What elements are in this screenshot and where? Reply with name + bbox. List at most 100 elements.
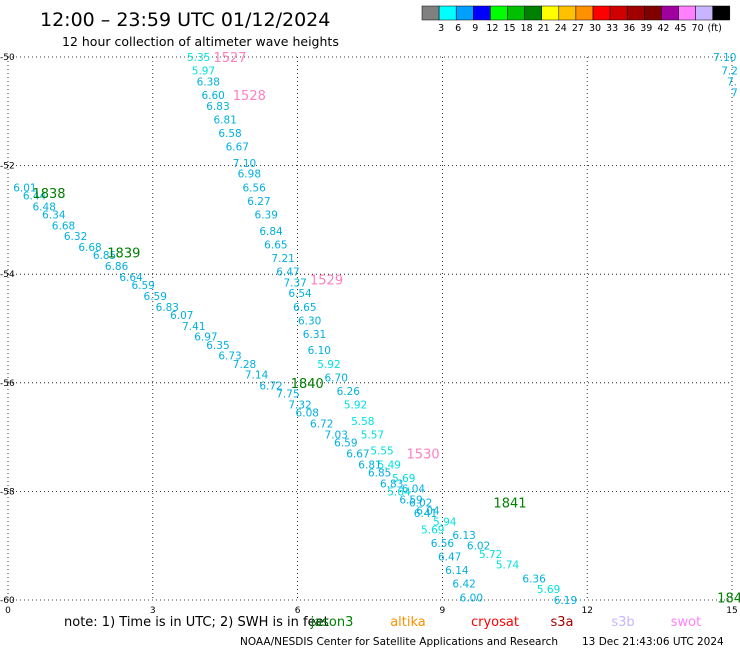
y-tick-label: -52	[0, 162, 15, 172]
color-scale-label: 12	[486, 23, 498, 34]
color-scale-swatch	[575, 5, 594, 21]
wave-height-value: 6.67	[226, 142, 249, 154]
pass-number-label: 184	[717, 591, 740, 606]
wave-height-value: 6.26	[337, 386, 361, 398]
color-scale-swatch	[626, 5, 645, 21]
color-scale-swatch	[541, 5, 560, 21]
wave-height-value: 6.59	[334, 438, 357, 450]
color-scale-swatch	[592, 5, 611, 21]
color-scale-swatch	[678, 5, 696, 21]
wave-height-value: 6.27	[247, 196, 270, 208]
wave-height-value: 6.07	[170, 310, 193, 322]
color-scale-label: 18	[521, 23, 533, 34]
wave-height-value: 6.98	[238, 169, 261, 181]
color-scale-swatch	[421, 5, 440, 21]
wave-height-value: 7.10	[713, 52, 736, 64]
wave-height-value: 6.67	[346, 448, 369, 460]
color-scale-unit: (ft)	[707, 23, 721, 34]
wave-height-value: 6.59	[399, 495, 422, 507]
wave-height-value: 6.02	[467, 541, 490, 553]
wave-height-value: 6.04	[402, 484, 426, 496]
pass-number-label: 1528	[233, 89, 266, 104]
wave-height-value: 5.57	[361, 429, 384, 441]
y-tick-label: -60	[0, 596, 15, 606]
wave-height-value: 6.81	[214, 114, 237, 126]
wave-height-value: 6.19	[554, 595, 577, 607]
y-tick-label: -56	[0, 379, 15, 389]
wave-height-value: 7.2	[721, 66, 738, 78]
color-scale-swatch	[455, 5, 474, 21]
wave-height-value: 6.31	[303, 329, 326, 341]
axis-ticks: 0 3 6 9 12 15 -50 -52 -54 -56 -58 -60	[0, 53, 738, 616]
wave-height-value: 5.94	[433, 516, 457, 528]
color-scale-label: 6	[455, 23, 461, 34]
wave-height-value: 5.58	[351, 416, 374, 428]
wave-height-value: 5.92	[317, 359, 340, 371]
wave-height-value: 6.86	[105, 261, 129, 273]
footer-note: note: 1) Time is in UTC; 2) SWH is in fe…	[64, 615, 329, 630]
pass-number-label: 1841	[493, 496, 526, 511]
color-scale-label: 30	[589, 23, 601, 34]
page-title: 12:00 – 23:59 UTC 01/12/2024	[40, 9, 330, 31]
wave-height-value: 5.69	[392, 473, 415, 485]
wave-height-value: 6.56	[431, 538, 455, 550]
x-tick-label: 9	[440, 606, 446, 616]
wave-height-value: 6.00	[460, 592, 483, 604]
color-scale-swatch	[524, 5, 542, 21]
wave-height-value: 6.08	[296, 408, 319, 420]
wave-height-value: 6.14	[445, 565, 469, 577]
wave-height-value: 6.58	[218, 128, 241, 140]
wave-height-value: 6.56	[242, 182, 266, 194]
wave-height-value: 6.30	[298, 315, 321, 327]
wave-height-value: 6.48	[33, 201, 56, 213]
wave-height-value: 6.83	[156, 302, 179, 314]
wave-height-value: 5.69	[421, 524, 444, 536]
wave-height-value: 6.85	[93, 250, 116, 262]
wave-height-value: 6.65	[264, 239, 287, 251]
wave-height-value: 7.03	[325, 429, 348, 441]
wave-height-value: 5.92	[344, 400, 367, 412]
wave-height-value: 5.69	[537, 584, 560, 596]
page-subtitle: 12 hour collection of altimeter wave hei…	[62, 34, 339, 49]
pass-number-label: 1839	[107, 246, 140, 261]
color-scale-swatch	[644, 5, 662, 21]
wave-height-value: 5.72	[479, 549, 502, 561]
wave-height-value: 6.59	[131, 280, 154, 292]
wave-height-value: 6.97	[194, 332, 217, 344]
wave-height-value: 7	[731, 87, 738, 99]
y-tick-label: -50	[0, 53, 15, 63]
wave-height-value: 7.32	[288, 400, 311, 412]
color-scale-swatch	[490, 5, 508, 21]
wave-height-value: 6.84	[259, 226, 283, 238]
wave-height-value: 6.35	[206, 340, 229, 352]
wave-height-value: 7.14	[245, 370, 269, 382]
wave-height-value: 5.55	[370, 446, 393, 458]
color-scale-label: 70	[692, 23, 704, 34]
color-scale-label: 27	[572, 23, 584, 34]
pass-number-label: 1527	[213, 51, 246, 66]
pass-number-label: 1530	[407, 447, 440, 462]
wave-height-value: 6.83	[380, 478, 403, 490]
wave-height-value: 6.47	[438, 552, 461, 564]
x-tick-label: 15	[726, 606, 737, 616]
wave-height-value: 6.65	[293, 302, 316, 314]
wave-height-value: 5.74	[496, 560, 520, 572]
pass-labels: 1527 1528 1838 1839 1529 1840 1530 1841 184	[32, 51, 740, 606]
mission-label: jason3	[310, 615, 354, 630]
mission-label: s3a	[550, 615, 573, 630]
wave-height-value: 6.41	[414, 508, 437, 520]
footer-credit: NOAA/NESDIS Center for Satellite Applica…	[240, 636, 558, 648]
color-scale-swatch	[558, 5, 577, 21]
wave-height-value: 6.34	[42, 209, 66, 221]
wave-height-value: 5.64	[387, 486, 411, 498]
wave-height-value: 6.02	[409, 497, 432, 509]
color-scale-label: 42	[657, 23, 669, 34]
y-tick-label: -58	[0, 487, 15, 497]
wave-height-value: 6.72	[310, 419, 333, 431]
wave-height-value: 6.73	[218, 351, 241, 363]
wave-height-value: 6.85	[368, 467, 391, 479]
wave-height-value: 5.97	[192, 66, 215, 78]
mission-legend: jason3 altika cryosat s3a s3b swot	[310, 615, 702, 630]
pass-number-label: 1529	[310, 274, 343, 289]
